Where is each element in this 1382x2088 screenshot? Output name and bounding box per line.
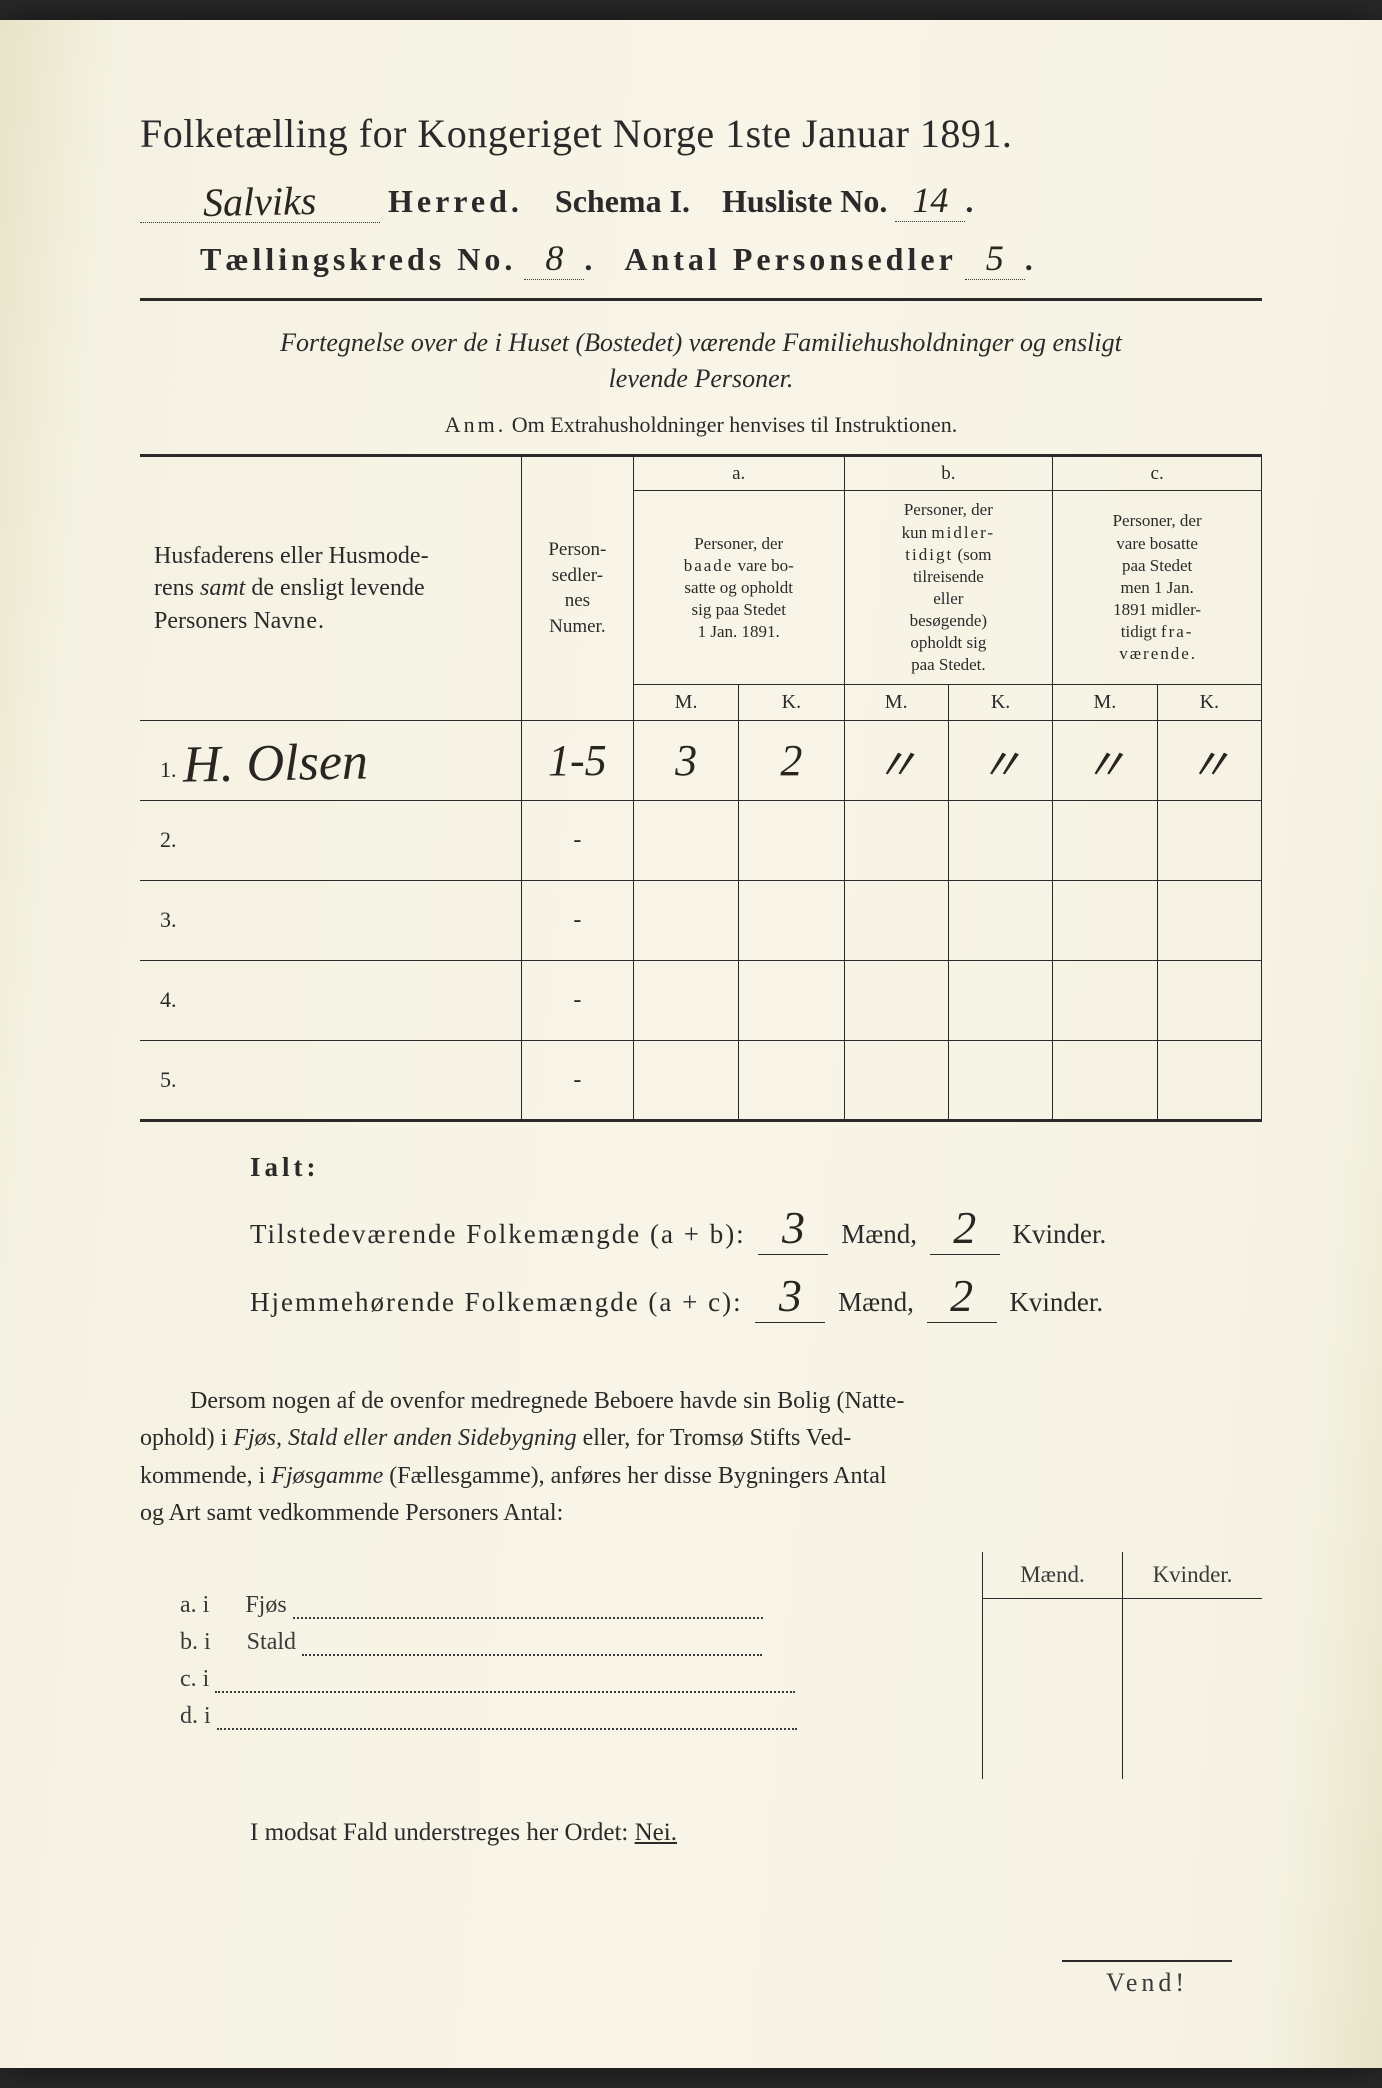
antal-label: Antal Personsedler — [624, 241, 956, 277]
outbuild-col-m — [983, 1599, 1123, 1779]
husliste-label: Husliste No. — [722, 183, 887, 219]
antal-handwritten: 5 — [986, 237, 1004, 279]
totals-l2-label: Hjemmehørende Folkemængde (a + c): — [250, 1287, 743, 1317]
census-form-page: Folketælling for Kongeriget Norge 1ste J… — [0, 20, 1382, 2068]
table-body: 1. H. Olsen 1-5 3 2 〃 〃 〃 〃 2. - 3. - 4. — [140, 721, 1262, 1121]
table-row: 2. - — [140, 801, 1262, 881]
outbuild-row-d: d. i — [140, 1703, 982, 1730]
outbuild-row-a: a. i Fjøs — [140, 1592, 982, 1619]
paragraph-dersom: Dersom nogen af de ovenfor medregnede Be… — [140, 1383, 1262, 1532]
herred-handwritten: Salviks — [203, 177, 317, 226]
subtitle-line1: Fortegnelse over de i Huset (Bostedet) v… — [280, 328, 1122, 357]
anm-label: Anm. — [445, 412, 507, 437]
outbuild-kvinder: Kvinder. — [1123, 1552, 1262, 1598]
l1-k-hw: 2 — [953, 1201, 976, 1254]
outbuild-left: a. i Fjøs b. i Stald c. i d. i — [140, 1552, 982, 1779]
col-a-letter: a. — [633, 455, 844, 491]
outbuild-row-c: c. i — [140, 1666, 982, 1693]
row1-name-hw: H. Olsen — [182, 733, 368, 795]
maend-label-2: Mænd, — [838, 1287, 914, 1317]
subtitle: Fortegnelse over de i Huset (Bostedet) v… — [140, 325, 1262, 398]
table-row: 3. - — [140, 881, 1262, 961]
kreds-handwritten: 8 — [545, 237, 563, 279]
col-b-k: K. — [948, 685, 1052, 721]
outbuildings-block: a. i Fjøs b. i Stald c. i d. i Mænd. — [140, 1552, 1262, 1779]
nei-line: I modsat Fald understreges her Ordet: Ne… — [140, 1819, 1262, 1847]
row1-bk: 〃 — [948, 721, 1052, 801]
outbuild-row-b: b. i Stald — [140, 1629, 982, 1656]
table-row: 1. H. Olsen 1-5 3 2 〃 〃 〃 〃 — [140, 721, 1262, 801]
col-c-k: K. — [1157, 685, 1261, 721]
kreds-label: Tællingskreds No. — [200, 241, 516, 277]
col-header-num: Person-sedler-nesNumer. — [521, 455, 633, 720]
kvinder-label-2: Kvinder. — [1009, 1287, 1103, 1317]
totals-block: Ialt: Tilstedeværende Folkemængde (a + b… — [140, 1152, 1262, 1323]
outbuild-col-k — [1123, 1599, 1262, 1779]
col-b-letter: b. — [844, 455, 1053, 491]
totals-row-2: Hjemmehørende Folkemængde (a + c): 3 Mæn… — [250, 1269, 1262, 1323]
header-line-2: Tællingskreds No. 8. Antal Personsedler … — [140, 237, 1262, 280]
header-line-1: Salviks Herred. Schema I. Husliste No. 1… — [140, 175, 1262, 223]
col-a-k: K. — [739, 685, 844, 721]
table-row: 5. - — [140, 1041, 1262, 1121]
husliste-handwritten: 14 — [912, 179, 948, 221]
maend-label: Mænd, — [841, 1219, 917, 1249]
col-c-letter: c. — [1053, 455, 1262, 491]
table-row: 4. - — [140, 961, 1262, 1041]
schema-label: Schema I. — [555, 183, 690, 219]
col-header-name: Husfaderens eller Husmode-rens samt de e… — [140, 455, 521, 720]
totals-row-1: Tilstedeværende Folkemængde (a + b): 3 M… — [250, 1201, 1262, 1255]
row1-am: 3 — [633, 721, 738, 801]
kvinder-label: Kvinder. — [1012, 1219, 1106, 1249]
row1-num: 1-5 — [521, 721, 633, 801]
main-table: Husfaderens eller Husmode-rens samt de e… — [140, 454, 1262, 1122]
vend-label: Vend! — [1062, 1960, 1232, 1998]
l1-m-hw: 3 — [782, 1201, 805, 1254]
row1-bm: 〃 — [844, 721, 948, 801]
outbuild-maend: Mænd. — [983, 1552, 1123, 1598]
nei-text: I modsat Fald understreges her Ordet: — [250, 1819, 628, 1846]
row1-cm: 〃 — [1053, 721, 1157, 801]
l2-m-hw: 3 — [779, 1269, 802, 1322]
anm-text: Om Extrahusholdninger henvises til Instr… — [512, 412, 957, 437]
col-c-m: M. — [1053, 685, 1157, 721]
herred-label: Herred. — [388, 183, 523, 219]
col-c-desc: Personer, dervare bosattepaa Stedetmen 1… — [1053, 491, 1262, 685]
nei-word: Nei. — [635, 1819, 677, 1846]
rule-1 — [140, 298, 1262, 301]
col-b-desc: Personer, derkun midler-tidigt (somtilre… — [844, 491, 1053, 685]
col-a-desc: Personer, derbaade vare bo-satte og opho… — [633, 491, 844, 685]
l2-k-hw: 2 — [950, 1269, 973, 1322]
anm-note: Anm. Om Extrahusholdninger henvises til … — [140, 412, 1262, 438]
row1-ak: 2 — [739, 721, 844, 801]
main-title: Folketælling for Kongeriget Norge 1ste J… — [140, 110, 1262, 157]
row1-ck: 〃 — [1157, 721, 1261, 801]
ialt-label: Ialt: — [250, 1152, 1262, 1183]
col-a-m: M. — [633, 685, 738, 721]
subtitle-line2: levende Personer. — [609, 364, 794, 393]
col-b-m: M. — [844, 685, 948, 721]
totals-l1-label: Tilstedeværende Folkemængde (a + b): — [250, 1219, 746, 1249]
outbuild-right: Mænd. Kvinder. — [982, 1552, 1262, 1779]
